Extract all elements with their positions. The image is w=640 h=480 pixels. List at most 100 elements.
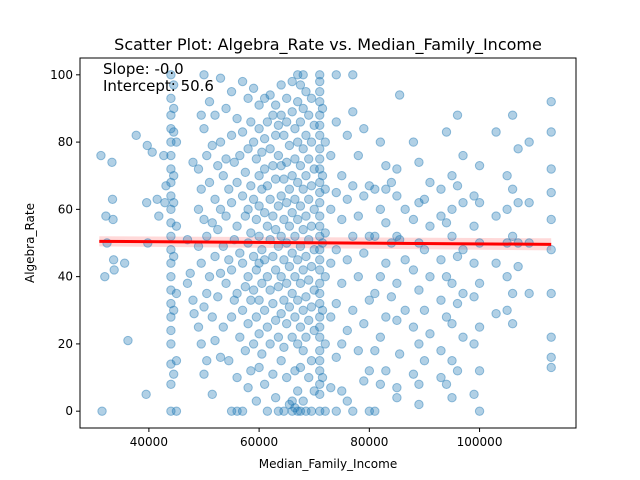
scatter-point <box>226 197 237 208</box>
scatter-point <box>546 332 556 342</box>
scatter-point <box>292 137 303 147</box>
scatter-point <box>262 221 273 231</box>
scatter-point <box>546 164 556 174</box>
scatter-point <box>213 160 223 171</box>
scatter-point <box>502 305 512 315</box>
scatter-point <box>199 123 209 134</box>
scatter-point <box>248 285 259 295</box>
scatter-point <box>246 295 256 305</box>
scatter-point <box>315 130 325 141</box>
scatter-point <box>502 204 512 215</box>
scatter-point <box>290 154 300 164</box>
scatter-point <box>452 251 463 262</box>
scatter-point <box>215 352 226 363</box>
scatter-point <box>295 406 306 416</box>
scatter-point <box>204 97 215 107</box>
scatter-point <box>243 319 253 329</box>
scatter-point <box>386 177 397 188</box>
scatter-point <box>315 298 325 309</box>
scatter-point <box>279 130 289 141</box>
scatter-point <box>304 372 314 383</box>
scatter-point <box>168 127 179 137</box>
scatter-point <box>309 325 319 336</box>
scatter-point <box>502 171 512 181</box>
scatter-point <box>281 319 292 329</box>
scatter-point <box>168 80 179 90</box>
scatter-point <box>315 265 325 275</box>
scatter-point <box>199 369 209 379</box>
scatter-point <box>364 295 375 305</box>
scatter-point <box>232 372 242 383</box>
scatter-point <box>287 248 297 258</box>
scatter-point <box>507 184 518 194</box>
scatter-point <box>359 123 369 134</box>
scatter-point <box>306 221 317 231</box>
scatter-point <box>237 305 248 315</box>
scatter-point <box>436 211 446 221</box>
scatter-point <box>248 137 259 147</box>
scatter-point <box>320 228 330 238</box>
points-layer <box>96 70 556 416</box>
scatter-point <box>320 137 330 147</box>
scatter-point <box>326 382 336 393</box>
scatter-point <box>262 322 273 332</box>
scatter-point <box>276 271 286 282</box>
scatter-point <box>326 204 336 215</box>
scatter-point <box>166 271 176 282</box>
scatter-point <box>458 288 468 299</box>
scatter-point <box>315 245 325 255</box>
scatter-point <box>257 245 267 255</box>
scatter-point <box>107 194 118 204</box>
scatter-point <box>502 271 512 282</box>
scatter-point <box>215 204 226 215</box>
scatter-point <box>279 295 289 305</box>
scatter-point <box>268 298 278 309</box>
scatter-point <box>168 251 179 262</box>
scatter-point <box>224 356 234 366</box>
scatter-point <box>199 214 209 225</box>
scatter-point <box>193 322 204 332</box>
scatter-point <box>458 150 468 161</box>
scatter-point <box>441 379 452 389</box>
scatter-point <box>331 298 341 309</box>
scatter-point <box>447 204 457 215</box>
scatter-point <box>254 362 264 373</box>
scatter-point <box>408 369 419 379</box>
scatter-point <box>419 194 430 204</box>
scatter-point <box>257 147 267 157</box>
scatter-point <box>281 197 292 208</box>
scatter-point <box>229 295 240 305</box>
scatter-point <box>306 181 317 191</box>
scatter-point <box>436 295 446 305</box>
scatter-point <box>259 93 270 104</box>
scatter-point <box>364 231 375 241</box>
scatter-point <box>270 393 281 403</box>
scatter-point <box>290 194 300 204</box>
scatter-point <box>458 197 468 208</box>
scatter-point <box>290 366 300 376</box>
scatter-point <box>474 322 485 332</box>
scatter-point <box>166 359 176 369</box>
scatter-point <box>107 157 117 167</box>
scatter-point <box>290 123 300 134</box>
scatter-point <box>166 312 176 322</box>
scatter-point <box>166 379 176 389</box>
scatter-point <box>375 271 386 282</box>
scatter-point <box>301 332 311 342</box>
scatter-point <box>287 107 297 117</box>
scatter-point <box>281 278 292 289</box>
scatter-point <box>166 339 176 349</box>
scatter-point <box>359 376 369 386</box>
scatter-point <box>295 160 306 171</box>
scatter-point <box>100 271 110 282</box>
scatter-point <box>353 345 364 356</box>
scatter-point <box>419 356 430 366</box>
scatter-point <box>270 174 281 184</box>
scatter-point <box>210 251 220 262</box>
scatter-point <box>342 325 352 336</box>
scatter-point <box>425 271 435 282</box>
scatter-point <box>326 312 336 322</box>
scatter-point <box>491 308 501 319</box>
scatter-point <box>221 154 231 164</box>
